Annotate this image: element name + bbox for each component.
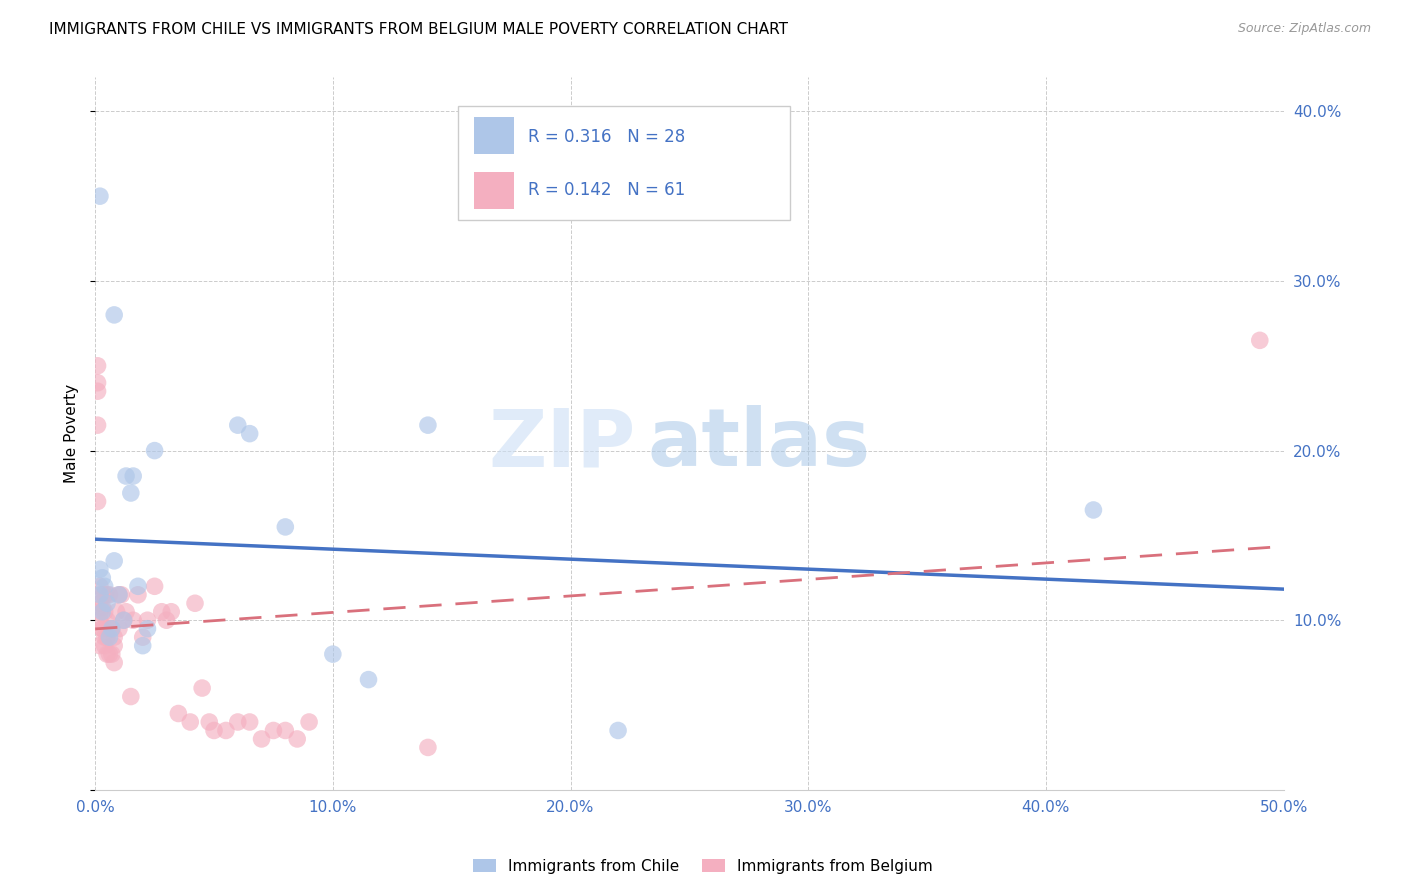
Point [262, 723, 284, 738]
Point [416, 418, 439, 433]
Point [89, 189, 111, 203]
Point [132, 630, 155, 644]
Point [239, 714, 262, 729]
Point [416, 740, 439, 755]
Text: ZIP: ZIP [489, 405, 636, 483]
Point [93, 639, 115, 653]
Point [115, 469, 138, 483]
Point [103, 630, 125, 644]
Point [143, 443, 166, 458]
Point [215, 723, 238, 738]
Point [143, 579, 166, 593]
Point [101, 647, 124, 661]
Point [96, 647, 118, 661]
Point [86, 376, 108, 390]
Point [91, 599, 114, 614]
Point [96, 613, 118, 627]
Point [96, 630, 118, 644]
Point [202, 723, 225, 738]
Text: Source: ZipAtlas.com: Source: ZipAtlas.com [1237, 22, 1371, 36]
Point [112, 613, 135, 627]
Point [103, 308, 125, 322]
Point [198, 714, 221, 729]
Point [136, 613, 159, 627]
Text: atlas: atlas [648, 405, 870, 483]
Y-axis label: Male Poverty: Male Poverty [65, 384, 79, 483]
Point [103, 639, 125, 653]
Point [96, 588, 118, 602]
Point [226, 714, 249, 729]
Point [108, 588, 131, 602]
Point [89, 579, 111, 593]
Point [86, 494, 108, 508]
Point [103, 554, 125, 568]
Point [98, 647, 121, 661]
Point [89, 588, 111, 602]
Point [96, 596, 118, 610]
Point [357, 673, 380, 687]
Point [98, 588, 121, 602]
Point [285, 731, 308, 746]
Legend: Immigrants from Chile, Immigrants from Belgium: Immigrants from Chile, Immigrants from B… [467, 853, 939, 880]
Point [322, 647, 344, 661]
Point [607, 723, 630, 738]
Point [89, 562, 111, 576]
Point [1083, 503, 1105, 517]
Point [1249, 334, 1271, 348]
Point [122, 613, 145, 627]
Point [132, 639, 155, 653]
Text: IMMIGRANTS FROM CHILE VS IMMIGRANTS FROM BELGIUM MALE POVERTY CORRELATION CHART: IMMIGRANTS FROM CHILE VS IMMIGRANTS FROM… [49, 22, 789, 37]
Point [239, 426, 262, 441]
Point [110, 588, 132, 602]
Point [86, 359, 108, 373]
Point [91, 605, 114, 619]
Point [226, 418, 249, 433]
Point [191, 681, 214, 695]
Point [136, 622, 159, 636]
Point [127, 588, 149, 602]
Point [167, 706, 190, 721]
Point [93, 630, 115, 644]
Point [91, 622, 114, 636]
Point [86, 384, 108, 399]
Point [160, 605, 183, 619]
Point [150, 605, 173, 619]
Point [91, 622, 114, 636]
Point [155, 613, 177, 627]
Point [89, 605, 111, 619]
Point [274, 723, 297, 738]
Point [93, 605, 115, 619]
Point [184, 596, 207, 610]
Point [89, 613, 111, 627]
Point [98, 630, 121, 644]
Point [250, 731, 273, 746]
Point [112, 613, 135, 627]
Point [103, 656, 125, 670]
Point [108, 622, 131, 636]
Point [105, 605, 128, 619]
Point [101, 622, 124, 636]
Point [93, 588, 115, 602]
Point [108, 588, 131, 602]
Point [115, 605, 138, 619]
Point [91, 571, 114, 585]
Point [274, 520, 297, 534]
Point [93, 579, 115, 593]
Point [89, 639, 111, 653]
Point [179, 714, 201, 729]
Point [98, 622, 121, 636]
Point [86, 418, 108, 433]
Point [120, 690, 142, 704]
Point [127, 579, 149, 593]
Point [120, 486, 142, 500]
Point [101, 622, 124, 636]
Point [122, 469, 145, 483]
Point [91, 588, 114, 602]
Point [298, 714, 321, 729]
Point [89, 596, 111, 610]
